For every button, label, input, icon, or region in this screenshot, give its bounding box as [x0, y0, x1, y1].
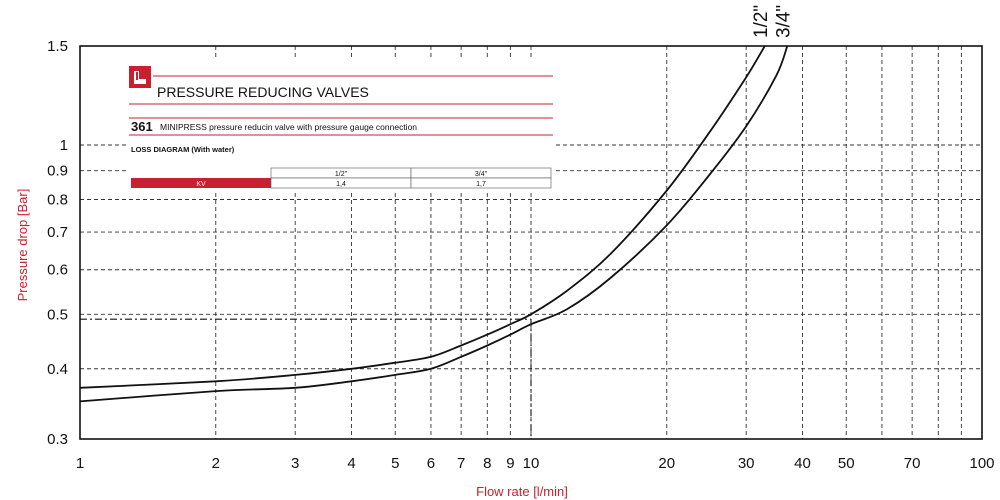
x-tick-label: 2: [212, 455, 220, 472]
y-tick-label: 0.5: [47, 306, 68, 323]
company-logo-icon: [129, 66, 151, 88]
y-tick-label: 1.5: [47, 38, 68, 55]
x-tick-label: 40: [794, 455, 811, 472]
kv-size-2: 3/4": [475, 171, 488, 178]
panel-subtitle: LOSS DIAGRAM (With water): [131, 145, 235, 154]
kv-size-1: 1/2": [335, 171, 348, 178]
tick-labels: 1 2 3 4 5 6 7 8 9 10 20 30 40 50 70 100 0.3 0.4 0.5 0.6 0.7 0…: [47, 38, 994, 472]
kv-value-2: 1,7: [476, 181, 486, 188]
y-tick-label: 0.6: [47, 262, 68, 279]
series-label-1: 3/4": [773, 5, 794, 38]
kv-value-cell-2: [410, 177, 552, 189]
x-tick-label: 1: [76, 455, 84, 472]
y-axis-title: Pressure drop [Bar]: [15, 189, 30, 302]
series-line-1: [79, 45, 789, 403]
x-axis-title: Flow rate [l/min]: [476, 484, 568, 499]
x-tick-label: 6: [427, 455, 435, 472]
panel-model-number: 361: [131, 119, 153, 134]
x-tick-label: 7: [457, 455, 465, 472]
x-tick-label: 5: [391, 455, 399, 472]
x-tick-label: 4: [347, 455, 355, 472]
plot-frame: [79, 45, 983, 440]
x-tick-label: 50: [838, 455, 855, 472]
x-tick-label: 3: [291, 455, 299, 472]
series-labels: 1/2" 3/4": [751, 5, 795, 38]
x-tick-label: 30: [738, 455, 755, 472]
kv-value-1: 1,4: [336, 181, 346, 188]
reference-lines: [80, 318, 532, 439]
y-tick-label: 0.3: [47, 431, 68, 448]
series-label-0: 1/2": [751, 5, 772, 38]
kv-table: KV 1/2" 3/4" 1,4 1,7: [131, 167, 552, 189]
kv-label-cell: [131, 178, 271, 188]
panel-description: MINIPRESS pressure reducin valve with pr…: [160, 122, 417, 132]
y-tick-label: 0.4: [47, 361, 68, 378]
y-tick-label: 0.8: [47, 191, 68, 208]
panel-title: PRESSURE REDUCING VALVES: [157, 84, 369, 100]
series-layer: [79, 45, 789, 403]
series-line-0: [79, 45, 766, 389]
info-panel: PRESSURE REDUCING VALVES 361 MINIPRESS p…: [126, 60, 556, 192]
x-tick-label: 100: [969, 455, 994, 472]
x-tick-label: 70: [904, 455, 921, 472]
y-tick-label: 1: [60, 137, 68, 154]
x-tick-label: 10: [523, 455, 540, 472]
y-tick-label: 0.9: [47, 163, 68, 180]
kv-label: KV: [196, 181, 206, 188]
x-tick-label: 9: [506, 455, 514, 472]
y-tick-label: 0.7: [47, 224, 68, 241]
x-tick-label: 8: [483, 455, 491, 472]
x-tick-label: 20: [658, 455, 675, 472]
